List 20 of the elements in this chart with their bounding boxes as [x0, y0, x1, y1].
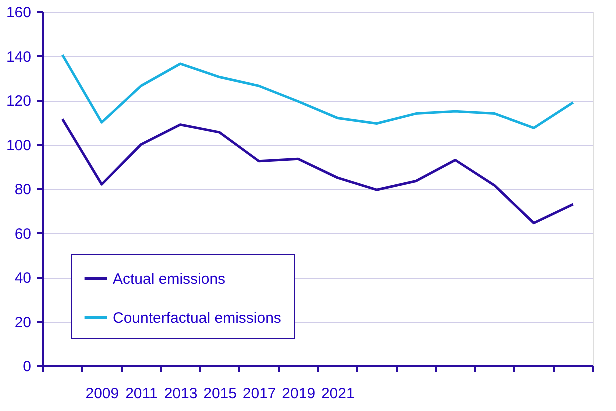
x-tick-label: 2019: [282, 386, 316, 402]
legend-label: Counterfactual emissions: [113, 310, 282, 327]
y-tick-label: 20: [14, 314, 32, 332]
y-tick-label: 120: [6, 93, 32, 110]
y-tick-label: 80: [14, 182, 32, 198]
line-series: [61, 118, 575, 225]
y-tick-label: 0: [23, 358, 32, 376]
x-tick-label: 2017: [242, 386, 276, 402]
y-tick-label: 140: [6, 48, 32, 66]
x-tick-label: 2009: [86, 386, 120, 402]
x-tick-label: 2021: [321, 386, 355, 402]
y-tick-label: 60: [14, 226, 32, 243]
legend-label: Actual emissions: [113, 271, 226, 288]
x-tick-label: 2011: [126, 386, 158, 402]
x-tick-label: 2013: [164, 386, 198, 402]
y-tick-label: 160: [6, 4, 32, 22]
line-series: [61, 54, 575, 130]
x-tick-label: 2015: [204, 386, 237, 402]
y-tick-label: 100: [6, 137, 32, 154]
y-tick-label: 40: [14, 270, 32, 287]
